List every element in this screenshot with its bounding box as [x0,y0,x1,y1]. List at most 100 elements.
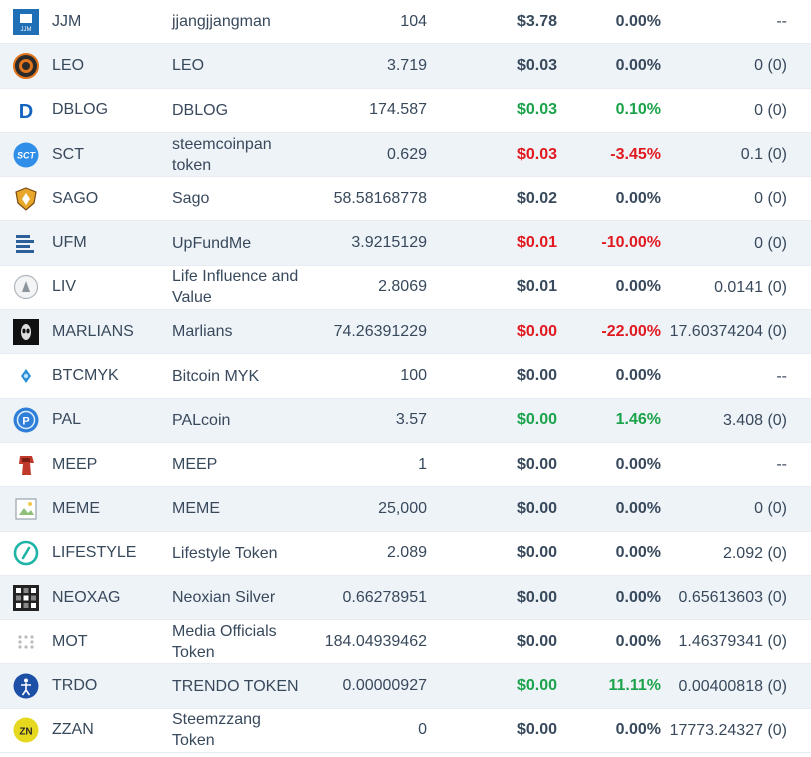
token-symbol[interactable]: DBLOG [52,101,109,119]
token-value: 0 (0) [754,500,787,518]
token-change: 0.00% [615,367,661,385]
token-symbol[interactable]: SCT [52,145,84,163]
token-row[interactable]: LIFESTYLE Lifestyle Token 2.089 $0.00 0.00% 2… [0,532,811,576]
token-name: Sago [172,190,210,208]
token-value: 0 (0) [754,101,787,119]
token-name: TRENDO TOKEN [172,677,299,695]
liv-circle-icon [0,274,52,300]
token-row[interactable]: MARLIANS Marlians 74.26391229 $0.00 -22.00% 1… [0,310,811,355]
svg-text:P: P [22,416,29,428]
token-value: 0.0141 (0) [714,278,787,296]
token-balance: 0.66278951 [342,588,427,606]
token-symbol[interactable]: LEO [52,56,85,74]
token-symbol[interactable]: ZZAN [52,721,94,739]
token-row[interactable]: MEME MEME 25,000 $0.00 0.00% 0 (0) [0,487,811,532]
token-price: $0.01 [516,278,557,296]
token-change: 0.00% [615,278,661,296]
token-change: 0.00% [615,455,661,473]
token-row[interactable]: UFM UpFundMe 3.9215129 $0.01 -10.00% 0 (0) [0,221,811,266]
svg-text:D: D [19,101,33,123]
token-balance: 174.587 [369,101,427,119]
token-name: Lifestyle Token [172,544,278,562]
marlians-alien-icon [0,318,52,345]
token-row[interactable]: TRDO TRENDO TOKEN 0.00000927 $0.00 11.11% 0.0… [0,664,811,709]
token-row[interactable]: LIV Life Influence and Value 2.8069 $0.01 0.… [0,266,811,311]
token-balance: 3.9215129 [351,234,427,252]
token-balance: 25,000 [378,499,427,517]
token-symbol[interactable]: SAGO [52,189,99,207]
token-symbol[interactable]: LIFESTYLE [52,544,137,562]
token-row[interactable]: P PAL PALcoin 3.57 $0.00 1.46% 3.408 (0) [0,398,811,443]
token-symbol[interactable]: UFM [52,234,87,252]
svg-text:ZN: ZN [19,727,32,738]
token-balance: 3.57 [395,411,427,429]
token-value: 3.408 (0) [722,411,787,429]
token-price: $0.00 [516,455,557,473]
token-name: Bitcoin MYK [172,367,260,385]
token-name: Neoxian Silver [172,589,276,606]
token-price: $0.00 [516,411,557,429]
token-price: $0.00 [516,677,557,695]
token-price: $0.00 [516,499,557,517]
token-price: $0.02 [516,189,557,207]
token-row[interactable]: MOT Media Officials Token 184.04939462 $0.0… [0,620,811,665]
token-symbol[interactable]: BTCMYK [52,367,119,385]
mot-dots-icon [0,629,52,655]
token-price: $0.01 [516,234,557,252]
token-symbol[interactable]: TRDO [52,677,98,695]
token-balance: 74.26391229 [333,322,427,340]
token-symbol[interactable]: PAL [52,411,82,429]
token-value: 17.60374204 (0) [669,323,787,341]
token-row[interactable]: D DBLOG DBLOG 174.587 $0.03 0.10% 0 (0) [0,89,811,133]
jjm-token-icon: JJM [0,8,52,35]
token-symbol[interactable]: MEEP [52,455,98,473]
pal-coin-icon: P [0,407,52,433]
token-change: 0.00% [615,189,661,207]
token-row[interactable]: NEOXAG Neoxian Silver 0.66278951 $0.00 0.00%… [0,575,811,621]
token-price: $0.03 [516,101,557,119]
leo-lion-icon [0,52,52,79]
svg-text:JJM: JJM [21,27,32,33]
token-price: $0.00 [516,544,557,562]
token-value: -- [776,367,787,385]
token-change: -3.45% [610,145,661,163]
token-price: $0.00 [516,322,557,340]
token-row[interactable]: SCT SCT steemcoinpan token 0.629 $0.03 -3.45%… [0,132,811,178]
neoxag-grid-icon [0,584,52,611]
token-name: LEO [172,57,205,75]
token-row[interactable]: MEEP MEEP 1 $0.00 0.00% -- [0,443,811,488]
token-symbol[interactable]: JJM [52,12,82,30]
token-name: steemcoinpan token [172,135,272,174]
token-change: 1.46% [615,411,661,429]
token-price: $0.00 [516,632,557,650]
token-balance: 0.00000927 [342,677,427,695]
token-change: 0.00% [615,588,661,606]
token-price: $0.00 [516,367,557,385]
token-row[interactable]: JJM JJM jjangjjangman 104 $3.78 0.00% -- [0,0,811,45]
token-value: 0.00400818 (0) [678,677,787,695]
broken-image-icon [0,496,52,522]
token-symbol[interactable]: MEME [52,499,100,517]
ufm-stack-icon [0,230,52,256]
token-price: $0.03 [516,56,557,74]
token-name: DBLOG [172,101,229,119]
token-value: -- [776,456,787,474]
token-value: 0 (0) [754,234,787,252]
token-change: 0.00% [615,632,661,650]
token-row[interactable]: LEO LEO 3.719 $0.03 0.00% 0 (0) [0,44,811,89]
lifestyle-ring-icon [0,540,52,566]
token-row[interactable]: BTCMYK Bitcoin MYK 100 $0.00 0.00% -- [0,354,811,399]
token-symbol[interactable]: LIV [52,278,77,296]
token-row[interactable]: ZN ZZAN Steemzzang Token 0 $0.00 0.00% 17773.2… [0,709,811,754]
token-symbol[interactable]: MARLIANS [52,322,134,340]
token-change: 0.00% [615,544,661,562]
token-balance: 3.719 [386,56,427,74]
token-value: 0.1 (0) [740,146,787,164]
token-value: 17773.24327 (0) [669,721,787,739]
token-symbol[interactable]: MOT [52,632,88,650]
token-symbol[interactable]: NEOXAG [52,588,121,606]
token-row[interactable]: SAGO Sago 58.58168778 $0.02 0.00% 0 (0) [0,177,811,222]
token-change: -10.00% [601,234,661,252]
trdo-figure-icon [0,673,52,699]
